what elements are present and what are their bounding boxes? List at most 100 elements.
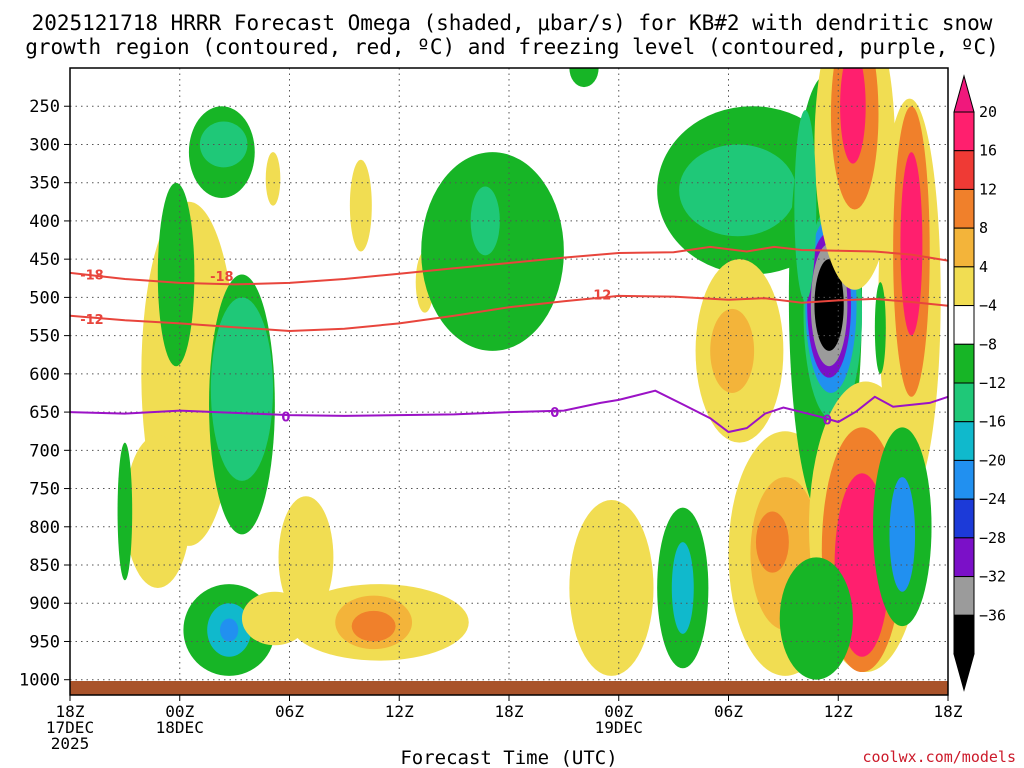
colorbar-bottom-arrow — [953, 653, 975, 692]
x-tick-label-18-0: 12Z — [385, 702, 414, 721]
omega-cell-l — [124, 435, 191, 588]
colorbar-box-3 — [953, 227, 975, 268]
colorbar-label-13: −36 — [979, 606, 1006, 624]
omega-cell-s — [349, 159, 372, 252]
x-tick-label-36-0: 06Z — [714, 702, 743, 721]
x-tick-label-42-0: 12Z — [824, 702, 853, 721]
x-tick-label-0-1: 17DEC — [46, 718, 94, 737]
colorbar-box-0 — [953, 111, 975, 152]
colorbar: 20 16 12 8 4 −4 −8 −12 −16 −20 −24 −28 −32 −36 — [953, 74, 1006, 692]
y-tick-label-400: 400 — [29, 212, 60, 232]
contour-label-3: -12 — [80, 313, 104, 328]
contour-label-0: -18 — [80, 268, 104, 283]
colorbar-box-13 — [953, 614, 975, 655]
omega-cell-aa — [569, 68, 599, 88]
colorbar-label-1: 16 — [979, 142, 997, 160]
y-tick-label-850: 850 — [29, 556, 60, 576]
omega-cell-ba — [874, 282, 886, 374]
y-tick-label-750: 750 — [29, 480, 60, 500]
y-tick-label-900: 900 — [29, 594, 60, 614]
x-tick-label-0-2: 2025 — [51, 734, 90, 753]
omega-cell-o — [241, 591, 308, 646]
colorbar-box-7 — [953, 382, 975, 423]
contour-label-4: 0 — [281, 411, 290, 426]
x-tick-label-12-0: 06Z — [275, 702, 304, 721]
omega-cell-w — [470, 186, 500, 256]
omega-cell-ac — [679, 144, 797, 237]
y-tick-label-600: 600 — [29, 365, 60, 385]
omega-cell-u — [265, 152, 281, 206]
omega-shading-layer — [117, 68, 941, 680]
colorbar-label-12: −32 — [979, 568, 1006, 586]
colorbar-box-6 — [953, 343, 975, 384]
colorbar-box-2 — [953, 188, 975, 229]
contour-line-0 — [70, 389, 948, 434]
colorbar-label-3: 8 — [979, 219, 988, 237]
omega-cell-z — [671, 542, 694, 634]
omega-cell-r — [351, 610, 396, 642]
contour-line--12 — [70, 294, 948, 333]
y-tick-label-550: 550 — [29, 327, 60, 347]
omega-cell-ae — [710, 308, 755, 393]
omega-cell-an — [814, 259, 844, 351]
y-tick-label-650: 650 — [29, 403, 60, 423]
colorbar-label-4: 4 — [979, 258, 988, 276]
omega-cell-at — [900, 152, 923, 336]
colorbar-label-7: −12 — [979, 374, 1006, 392]
x-tick-label-24-0: 18Z — [495, 702, 524, 721]
omega-cell-e — [210, 297, 274, 481]
omega-cell-ay — [889, 477, 916, 592]
contour-label-1: -18 — [210, 270, 234, 285]
colorbar-top-arrow — [953, 74, 975, 113]
omega-cell-v — [421, 152, 564, 351]
x-tick-label-0-0: 18Z — [56, 702, 85, 721]
colorbar-box-4 — [953, 266, 975, 307]
omega-cell-aq — [840, 68, 866, 164]
site-credit-text: coolwx.com/models — [862, 748, 1016, 766]
omega-cell-bb — [794, 110, 817, 302]
y-axis-ticks: 250 300 350 400 450 500 550 600 650 700 750 800 850 9… — [19, 97, 70, 691]
omega-cell-k — [219, 618, 239, 642]
colorbar-box-5 — [953, 305, 975, 345]
chart-title-line-2: growth region (contoured, red, ºC) and f… — [25, 35, 999, 59]
x-tick-label-6-1: 18DEC — [156, 718, 204, 737]
colorbar-box-10 — [953, 498, 975, 539]
contour-layer: -18 -18 12 -12 0 0 0 — [70, 245, 948, 434]
y-tick-label-700: 700 — [29, 441, 60, 461]
y-tick-label-250: 250 — [29, 97, 60, 117]
y-tick-label-300: 300 — [29, 135, 60, 155]
colorbar-label-0: 20 — [979, 103, 997, 121]
contour-label-5: 0 — [550, 406, 559, 421]
colorbar-label-11: −28 — [979, 529, 1006, 547]
y-tick-label-450: 450 — [29, 250, 60, 270]
contour-label-6: 0 — [823, 414, 832, 429]
colorbar-label-2: 12 — [979, 180, 997, 198]
colorbar-box-11 — [953, 537, 975, 578]
y-tick-label-1000: 1000 — [19, 671, 60, 691]
omega-cell-n — [278, 496, 334, 619]
y-tick-label-950: 950 — [29, 632, 60, 652]
chart-title-line-1: 2025121718 HRRR Forecast Omega (shaded, … — [32, 11, 993, 35]
x-axis-label: Forecast Time (UTC) — [400, 747, 617, 768]
ground-terrain — [70, 681, 948, 695]
colorbar-label-10: −24 — [979, 490, 1006, 508]
colorbar-label-9: −20 — [979, 451, 1006, 469]
contour-line--18 — [70, 245, 948, 286]
x-tick-label-30-0: 00Z — [604, 702, 633, 721]
colorbar-box-1 — [953, 150, 975, 190]
y-tick-label-800: 800 — [29, 518, 60, 538]
colorbar-label-6: −8 — [979, 335, 997, 353]
x-tick-label-48-0: 18Z — [934, 702, 963, 721]
x-tick-label-6-0: 00Z — [165, 702, 194, 721]
colorbar-label-8: −16 — [979, 413, 1006, 431]
omega-cell-az — [779, 557, 853, 680]
colorbar-box-9 — [953, 459, 975, 500]
colorbar-box-8 — [953, 421, 975, 461]
omega-cell-f — [157, 182, 195, 367]
x-tick-label-30-1: 19DEC — [595, 718, 643, 737]
omega-cell-x — [569, 500, 654, 676]
omega-cell-m — [117, 442, 133, 581]
contour-label-2: 12 — [593, 288, 611, 303]
